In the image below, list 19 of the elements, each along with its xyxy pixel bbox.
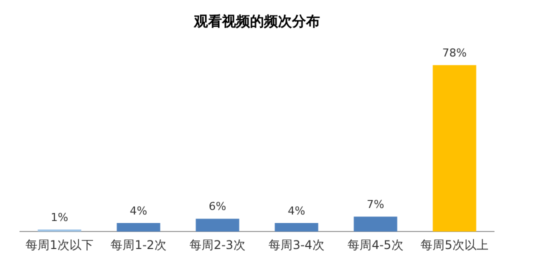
x-tick-label: 每周1次以下 — [26, 238, 94, 252]
data-label: 4% — [130, 204, 148, 218]
bar — [116, 223, 160, 232]
chart-title: 观看视频的频次分布 — [193, 13, 320, 30]
data-label: 6% — [208, 200, 226, 214]
bar — [196, 218, 240, 232]
bar — [38, 229, 82, 232]
x-tick-label: 每周5次以上 — [420, 238, 488, 252]
x-tick-label: 每周3-4次 — [268, 238, 324, 252]
data-label: 1% — [50, 210, 68, 224]
bar — [354, 216, 398, 232]
bar — [432, 65, 476, 232]
x-tick-label: 每周1-2次 — [110, 238, 166, 252]
data-label: 78% — [442, 46, 467, 60]
data-label: 7% — [366, 198, 384, 212]
x-tick-label: 每周2-3次 — [190, 238, 246, 252]
x-tick-label: 每周4-5次 — [348, 238, 404, 252]
bar — [274, 223, 318, 232]
data-label: 4% — [288, 204, 306, 218]
